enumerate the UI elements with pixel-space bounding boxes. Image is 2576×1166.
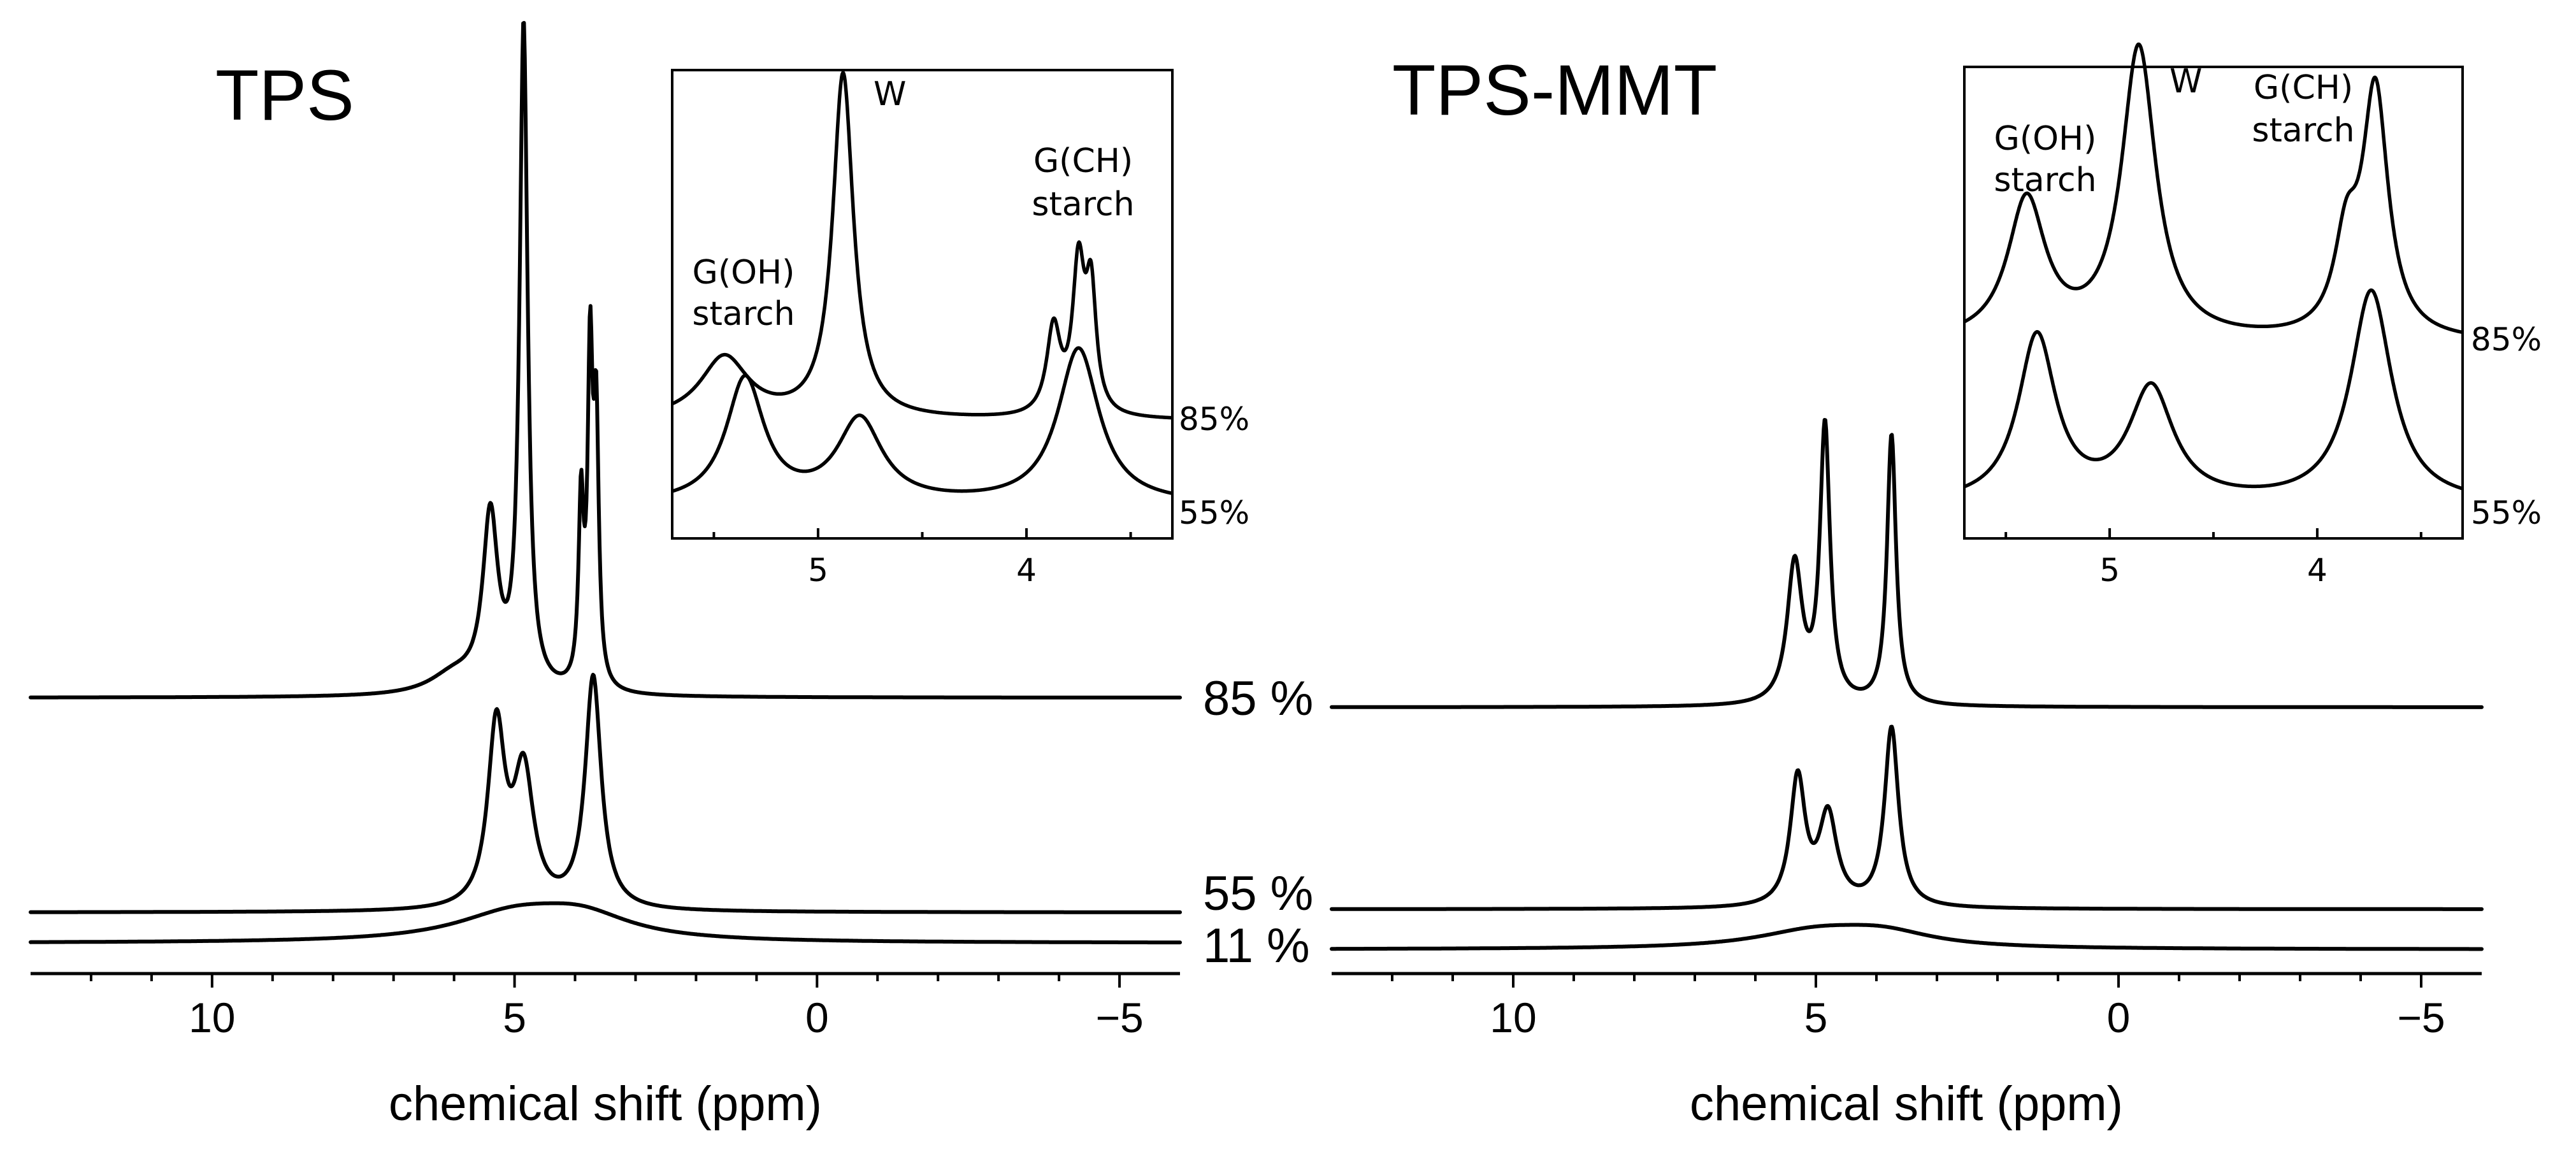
tps-inset-tick-label-5: 5 (808, 552, 828, 589)
tps-mmt-inset-gch-label: G(CH) (2254, 69, 2353, 107)
tps-panel: TPS 85 % 55 % 11 % 10 5 0 −5 chemical sh… (29, 20, 1313, 1131)
tps-mmt-major-ticks (1512, 974, 2422, 988)
tps-mmt-inset: 5 4 85% 55% W G(OH) starch G(CH) starch (1963, 42, 2542, 589)
tps-inset-minor-ticks (712, 532, 1132, 538)
tps-inset-goh-label-2: starch (692, 295, 795, 333)
tps-mmt-inset-85-spectrum (1963, 42, 2464, 335)
tps-mmt-inset-55-spectrum (1963, 288, 2464, 491)
tps-inset-goh-label: G(OH) (693, 254, 795, 292)
tps-minor-ticks (89, 974, 1061, 981)
tps-mmt-panel: TPS-MMT 10 5 0 −5 chemical shift (ppm) 5… (1330, 42, 2542, 1131)
tps-inset-tick-label-4: 4 (1016, 552, 1037, 589)
tps-tick-label-0: 0 (805, 994, 829, 1041)
tps-mmt-minor-ticks (1391, 974, 2362, 981)
tps-mmt-inset-gch-label-2: starch (2252, 112, 2354, 150)
tps-major-ticks (210, 974, 1121, 988)
tps-mmt-tick-label-10: 10 (1490, 994, 1536, 1041)
tps-mmt-inset-goh-label: G(OH) (1994, 120, 2097, 158)
tps-mmt-title: TPS-MMT (1392, 50, 1717, 130)
tps-tick-label-neg5: −5 (1095, 994, 1143, 1041)
tps-mmt-inset-85-label: 85% (2471, 321, 2542, 358)
tps-mmt-inset-goh-label-2: starch (1994, 161, 2096, 199)
tps-x-axis-title: chemical shift (ppm) (389, 1077, 822, 1131)
tps-inset-55-spectrum (671, 346, 1174, 496)
tps-85-label: 85 % (1203, 672, 1313, 726)
tps-mmt-x-axis-title: chemical shift (ppm) (1690, 1077, 2123, 1131)
tps-inset-gch-label-2: starch (1032, 185, 1134, 224)
tps-mmt-inset-55-label: 55% (2471, 494, 2542, 531)
tps-55-spectrum (29, 672, 1182, 914)
tps-mmt-tick-label-5: 5 (1804, 994, 1828, 1041)
tps-inset-55-label: 55% (1179, 494, 1249, 531)
tps-mmt-tick-label-neg5: −5 (2397, 994, 2445, 1041)
tps-11-label: 11 % (1203, 919, 1310, 973)
tps-inset-85-label: 85% (1179, 401, 1249, 438)
tps-tick-label-5: 5 (503, 994, 526, 1041)
tps-mmt-inset-major-ticks (2108, 528, 2319, 538)
tps-inset-w-label: W (874, 75, 906, 113)
tps-mmt-85-spectrum (1330, 418, 2484, 709)
tps-mmt-11-spectrum (1330, 923, 2484, 951)
tps-title: TPS (215, 55, 354, 135)
tps-mmt-55-spectrum (1330, 724, 2484, 911)
tps-11-spectrum (29, 901, 1182, 945)
tps-inset-85-spectrum (671, 71, 1174, 420)
tps-inset: 5 4 85% 55% W G(OH) starch G(CH) starch (671, 69, 1249, 589)
tps-mmt-inset-tick-label-4: 4 (2307, 552, 2328, 589)
tps-tick-label-10: 10 (189, 994, 235, 1041)
tps-mmt-inset-minor-ticks (2004, 532, 2422, 538)
tps-mmt-tick-label-0: 0 (2107, 994, 2131, 1041)
tps-85-spectrum (29, 20, 1182, 700)
tps-inset-gch-label: G(CH) (1033, 142, 1133, 180)
tps-mmt-inset-w-label: W (2169, 62, 2202, 101)
tps-inset-major-ticks (816, 528, 1028, 538)
tps-55-label: 55 % (1203, 867, 1313, 921)
tps-mmt-inset-tick-label-5: 5 (2099, 552, 2120, 589)
